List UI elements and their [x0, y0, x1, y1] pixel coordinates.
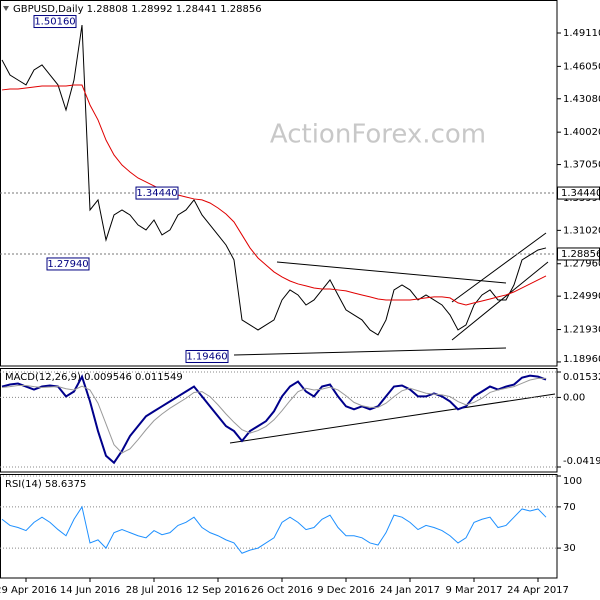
annotation-box [46, 257, 90, 271]
y-tick-label: 1.46050 [563, 61, 600, 72]
y-tick-label: 100 [563, 476, 582, 487]
y-tick-label: 1.40020 [563, 127, 600, 138]
rsi-panel [0, 474, 558, 579]
y-tick-label: 1.43080 [563, 94, 600, 105]
y-tick-label: 1.24990 [563, 291, 600, 302]
y-tick-label: 1.21930 [563, 325, 600, 336]
watermark: ActionForex.com [270, 120, 486, 150]
header-icon [3, 6, 9, 11]
y-tick-label: 0.015325 [563, 372, 600, 383]
x-tick-label: 9 Mar 2017 [445, 585, 502, 596]
macd-title: MACD(12,26,9) 0.009546 0.011549 [5, 372, 183, 383]
y-tick-label: -0.041957 [563, 456, 600, 467]
series-line [1, 505, 547, 554]
rsi-title: RSI(14) 58.6375 [5, 479, 86, 490]
level-label: 1.28856 [561, 249, 600, 260]
x-tick-label: 28 Jul 2016 [126, 585, 183, 596]
chart-title: GBPUSD,Daily 1.28808 1.28992 1.28441 1.2… [13, 4, 262, 15]
y-tick-label: 1.49110 [563, 28, 600, 39]
x-tick-label: 24 Jan 2017 [380, 585, 440, 596]
axes: 1.491101.460501.430801.400201.370501.339… [0, 15, 600, 596]
y-tick-label: 1.18960 [563, 354, 600, 365]
annotation-label: 1.34440 [136, 188, 177, 199]
x-tick-label: 14 Jun 2016 [60, 585, 120, 596]
y-tick-label: 1.37050 [563, 160, 600, 171]
x-tick-label: 26 Oct 2016 [251, 585, 313, 596]
level-label: 1.34440 [561, 188, 600, 199]
y-tick-label: 30 [563, 543, 576, 554]
x-tick-label: 29 Apr 2016 [0, 585, 57, 596]
trendline [233, 347, 507, 356]
y-tick-label: 0.00 [563, 392, 585, 403]
annotation-box [33, 15, 77, 29]
trendline [451, 232, 547, 303]
trendline [229, 393, 556, 444]
macd-panel [0, 368, 558, 473]
series-line [1, 374, 547, 465]
annotation-box [185, 349, 229, 363]
rsi-plot [0, 475, 557, 554]
annotation-label: 1.50160 [34, 17, 75, 28]
x-tick-label: 24 Apr 2017 [507, 585, 569, 596]
y-tick-label: 1.31020 [563, 225, 600, 236]
y-tick-label: 1.27960 [563, 259, 600, 270]
macd-plot [0, 371, 557, 468]
x-tick-label: 12 Sep 2016 [186, 585, 249, 596]
trendlines [229, 232, 556, 444]
series-line [1, 84, 547, 306]
annotation-box [135, 186, 179, 200]
series-line [1, 24, 547, 336]
annotation-label: 1.19460 [186, 351, 227, 362]
y-tick-label: 70 [563, 502, 576, 513]
main-panel [0, 0, 558, 367]
main-plot [0, 24, 557, 336]
trendline [451, 261, 549, 341]
x-tick-label: 9 Dec 2016 [317, 585, 375, 596]
annotation-label: 1.27940 [47, 259, 88, 270]
trendline [276, 261, 507, 284]
series-line [1, 377, 546, 454]
